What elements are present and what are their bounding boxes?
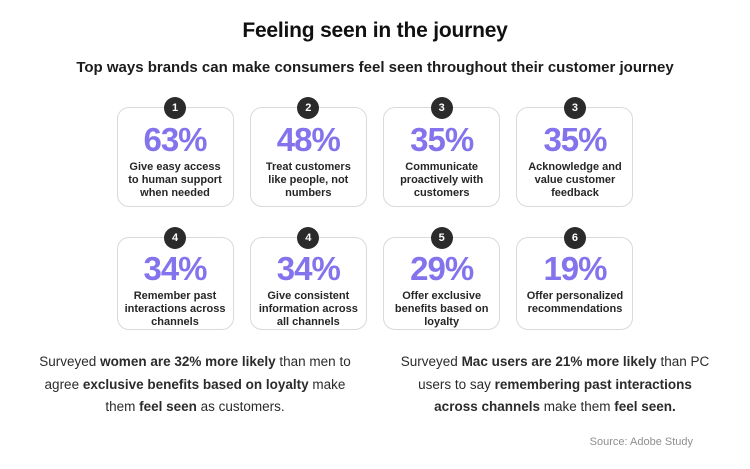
stat-card-4: 3 35% Acknowledge and value customer fee…: [516, 97, 634, 207]
stat-card-1: 1 63% Give easy access to human support …: [116, 97, 234, 207]
rank-badge: 4: [164, 227, 186, 249]
rank-badge: 3: [563, 97, 586, 119]
insight-text-bold: remembering past interactions across cha…: [434, 376, 692, 415]
stat-percent: 19%: [543, 250, 607, 287]
stat-percent: 63%: [143, 121, 207, 158]
stat-description: Remember past interactions across channe…: [124, 290, 226, 328]
insight-text-bold: feel seen: [139, 399, 197, 415]
stat-description: Treat customers like people, not numbers: [265, 161, 351, 199]
stat-card-row-2: 4 34% Remember past interactions across …: [116, 227, 634, 330]
rank-badge: 1: [164, 97, 186, 119]
stat-description: Give easy access to human support when n…: [128, 161, 222, 199]
stat-card-2: 2 48% Treat customers like people, not n…: [249, 97, 367, 207]
stat-description: Offer personalized recommendations: [526, 290, 624, 315]
rank-badge: 2: [297, 97, 320, 119]
rank-badge: 5: [430, 227, 453, 249]
stat-percent: 35%: [410, 121, 474, 158]
insight-text: make them: [539, 399, 615, 415]
stat-card-row-1: 1 63% Give easy access to human support …: [116, 97, 634, 207]
source-note: Source: Adobe Study: [589, 436, 693, 448]
page-subtitle: Top ways brands can make consumers feel …: [76, 59, 674, 76]
stat-card-8: 6 19% Offer personalized recommendations: [516, 227, 634, 330]
stat-card-6: 4 34% Give consistent information across…: [249, 227, 367, 330]
stat-description: Communicate proactively with customers: [400, 161, 484, 199]
insight-text-bold: women are 32% more likely: [100, 354, 276, 369]
page-title: Feeling seen in the journey: [242, 19, 508, 42]
rank-badge: 3: [430, 97, 453, 119]
insight-text: than men to agree: [44, 354, 351, 392]
stat-card-5: 4 34% Remember past interactions across …: [116, 227, 234, 330]
insight-text: make them: [105, 376, 346, 415]
stat-percent: 48%: [276, 121, 341, 158]
insight-text: Surveyed: [39, 354, 101, 369]
stat-percent: 35%: [543, 121, 607, 158]
insight-mac-users: Surveyed Mac users are 21% more likely t…: [396, 351, 714, 419]
insight-text-bold: feel seen.: [614, 399, 676, 415]
insight-text: than PC users to say: [418, 354, 710, 392]
insights-section: Surveyed women are 32% more likely than …: [0, 351, 750, 419]
stat-card-7: 5 29% Offer exclusive benefits based on …: [383, 227, 501, 330]
insight-text-bold: exclusive benefits based on loyalty: [82, 376, 309, 392]
stat-card-3: 3 35% Communicate proactively with custo…: [383, 97, 501, 207]
stat-description: Acknowledge and value customer feedback: [528, 161, 622, 199]
insight-women-loyalty: Surveyed women are 32% more likely than …: [36, 351, 354, 419]
stat-percent: 34%: [143, 250, 207, 287]
rank-badge: 6: [563, 227, 586, 249]
insight-text: Surveyed: [400, 354, 462, 369]
stat-description: Give consistent information across all c…: [258, 290, 358, 328]
stat-percent: 29%: [410, 250, 474, 287]
insight-text-bold: Mac users are 21% more likely: [461, 354, 657, 369]
stat-description: Offer exclusive benefits based on loyalt…: [394, 290, 489, 328]
stat-percent: 34%: [276, 250, 341, 287]
insight-text: as customers.: [196, 399, 285, 415]
rank-badge: 4: [297, 227, 320, 249]
